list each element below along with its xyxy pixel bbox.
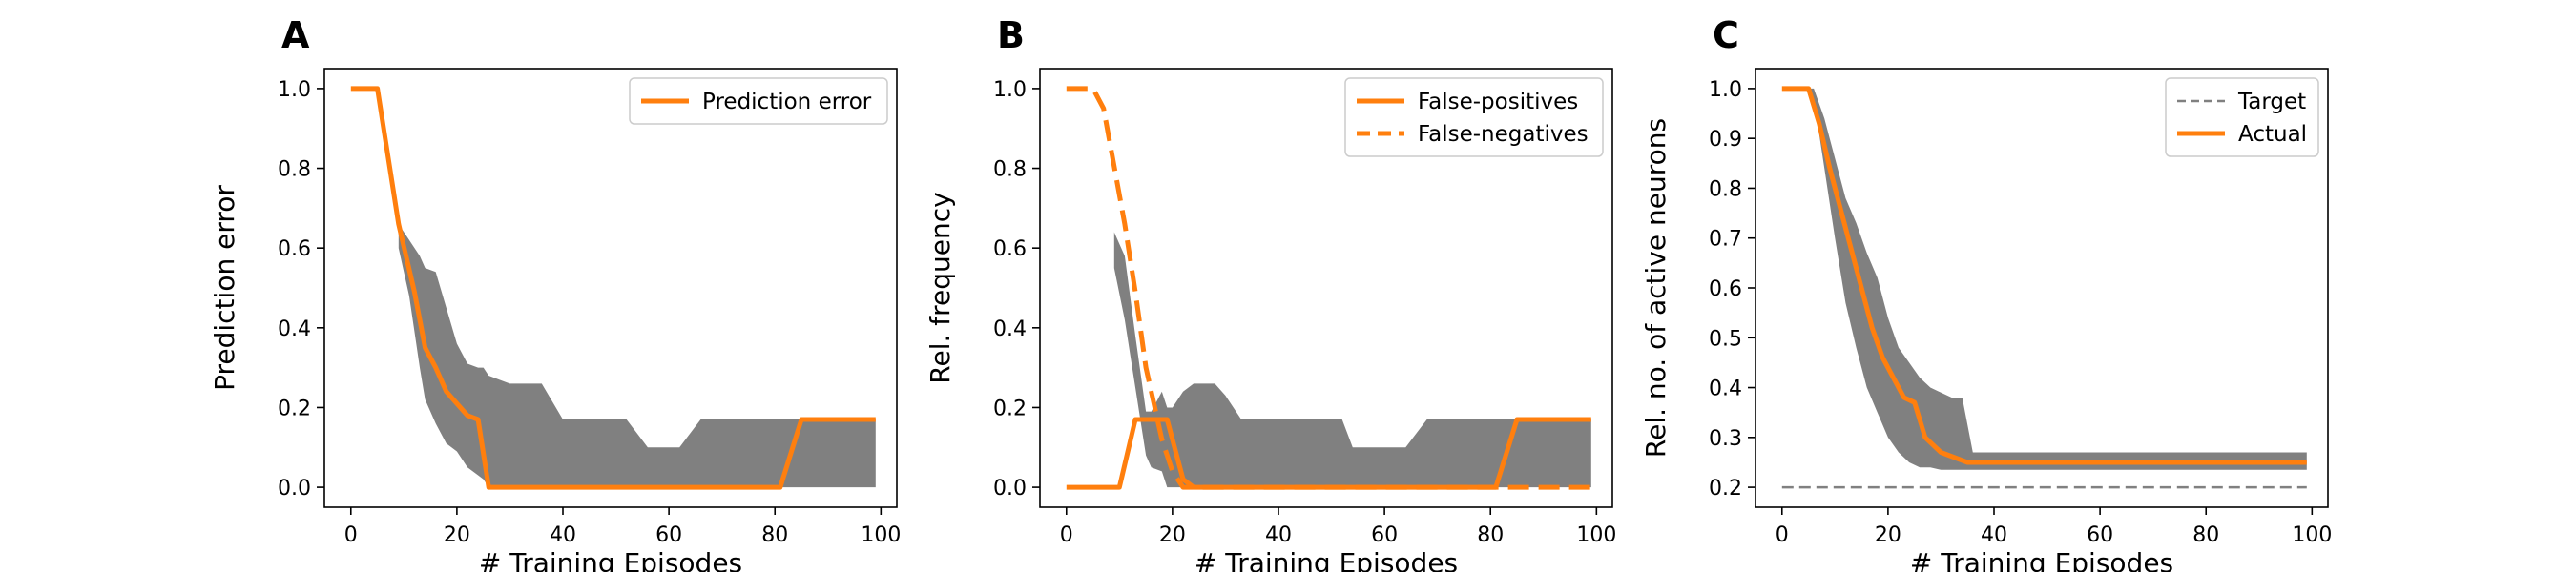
x-axis-label: # Training Episodes (1910, 547, 2173, 572)
y-axis-label: Rel. frequency (924, 192, 956, 383)
x-tick-label: 80 (761, 523, 788, 547)
legend-label: False-positives (1418, 90, 1578, 114)
y-tick-label: 0.3 (1709, 427, 1742, 451)
legend-label: Target (2237, 90, 2306, 114)
x-tick-label: 40 (550, 523, 576, 547)
x-tick-label: 20 (1159, 523, 1186, 547)
x-tick-label: 60 (2087, 523, 2113, 547)
x-tick-label: 60 (1371, 523, 1398, 547)
x-tick-label: 80 (1477, 523, 1504, 547)
x-tick-label: 40 (1265, 523, 1292, 547)
x-tick-label: 100 (2292, 523, 2332, 547)
y-tick-label: 0.2 (993, 397, 1027, 420)
x-tick-label: 0 (1776, 523, 1789, 547)
series-line-false-positives (1066, 417, 1591, 490)
panel-b: B 0 20 40 60 80 100 0.0 0.2 0.4 0.6 0.8 1.0 # Trainin… (924, 14, 1616, 572)
legend-label: False-negatives (1418, 122, 1589, 147)
x-tick-label: 0 (1060, 523, 1073, 547)
y-tick-label: 0.0 (993, 477, 1027, 500)
x-tick-label: 0 (344, 523, 358, 547)
y-tick-label: 0.4 (1709, 378, 1742, 401)
series-line-false-negatives (1066, 86, 1591, 490)
y-tick-label: 1.0 (993, 78, 1027, 102)
y-tick-label: 0.6 (993, 237, 1027, 261)
x-axis-label: # Training Episodes (1195, 547, 1458, 572)
y-tick-label: 0.6 (1709, 277, 1742, 301)
legend: False-positives False-negatives (1344, 77, 1604, 157)
variability-band (398, 224, 876, 488)
y-tick-label: 0.4 (993, 317, 1027, 341)
y-tick-label: 0.8 (993, 158, 1027, 182)
legend-label: Prediction error (702, 90, 872, 114)
y-tick-label: 0.6 (278, 237, 311, 261)
axes-frame (1039, 68, 1613, 508)
y-tick-label: 0.2 (1709, 477, 1742, 500)
legend-label: Actual (2238, 122, 2307, 147)
axes-frame (323, 68, 898, 508)
y-tick-label: 1.0 (278, 78, 311, 102)
panel-c: C 0 20 40 60 80 100 0.2 0.3 0.4 0.5 0.6 0.7 0.8 0.9 1.0… (1640, 14, 2332, 572)
y-tick-label: 0.0 (278, 477, 311, 500)
y-axis-label: Rel. no. of active neurons (1640, 118, 1672, 458)
x-axis-label: # Training Episodes (479, 547, 742, 572)
panel-letter: A (281, 14, 310, 56)
legend: Target Actual (2165, 77, 2319, 157)
y-tick-label: 0.4 (278, 317, 311, 341)
legend-box (2165, 77, 2319, 157)
y-tick-label: 1.0 (1709, 78, 1742, 102)
x-tick-label: 40 (1981, 523, 2007, 547)
y-tick-label: 0.8 (1709, 177, 1742, 201)
legend-box (1344, 77, 1604, 157)
panel-letter: C (1713, 14, 1739, 56)
variability-band (1113, 232, 1591, 488)
y-tick-label: 0.8 (278, 158, 311, 182)
y-tick-label: 0.9 (1709, 128, 1742, 152)
x-tick-label: 60 (655, 523, 682, 547)
series-line-prediction-error (350, 86, 876, 490)
y-tick-label: 0.2 (278, 397, 311, 420)
x-tick-label: 20 (1875, 523, 1901, 547)
y-axis-label: Prediction error (209, 185, 240, 391)
legend: Prediction error (629, 77, 888, 125)
x-tick-label: 100 (1576, 523, 1616, 547)
series-line-actual (1781, 86, 2307, 465)
y-tick-label: 0.7 (1709, 228, 1742, 252)
x-tick-label: 20 (444, 523, 470, 547)
panel-a: A 0 20 40 60 80 100 0.0 0.2 0.4 0.6 0.8 1.0 # Trainin… (209, 14, 901, 572)
y-tick-label: 0.5 (1709, 327, 1742, 351)
panel-letter: B (997, 14, 1025, 56)
legend-box (629, 77, 888, 125)
x-tick-label: 100 (861, 523, 901, 547)
x-tick-label: 80 (2192, 523, 2219, 547)
